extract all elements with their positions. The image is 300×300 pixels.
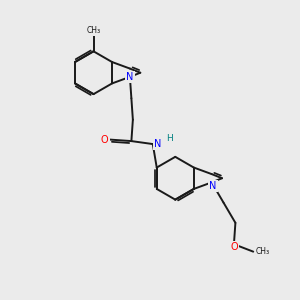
Text: CH₃: CH₃ bbox=[86, 26, 100, 35]
Text: N: N bbox=[126, 72, 134, 82]
Text: N: N bbox=[209, 181, 217, 191]
Text: N: N bbox=[154, 139, 162, 149]
Text: O: O bbox=[101, 135, 108, 145]
Text: CH₃: CH₃ bbox=[256, 247, 270, 256]
Text: O: O bbox=[230, 242, 238, 252]
Text: H: H bbox=[166, 134, 172, 143]
